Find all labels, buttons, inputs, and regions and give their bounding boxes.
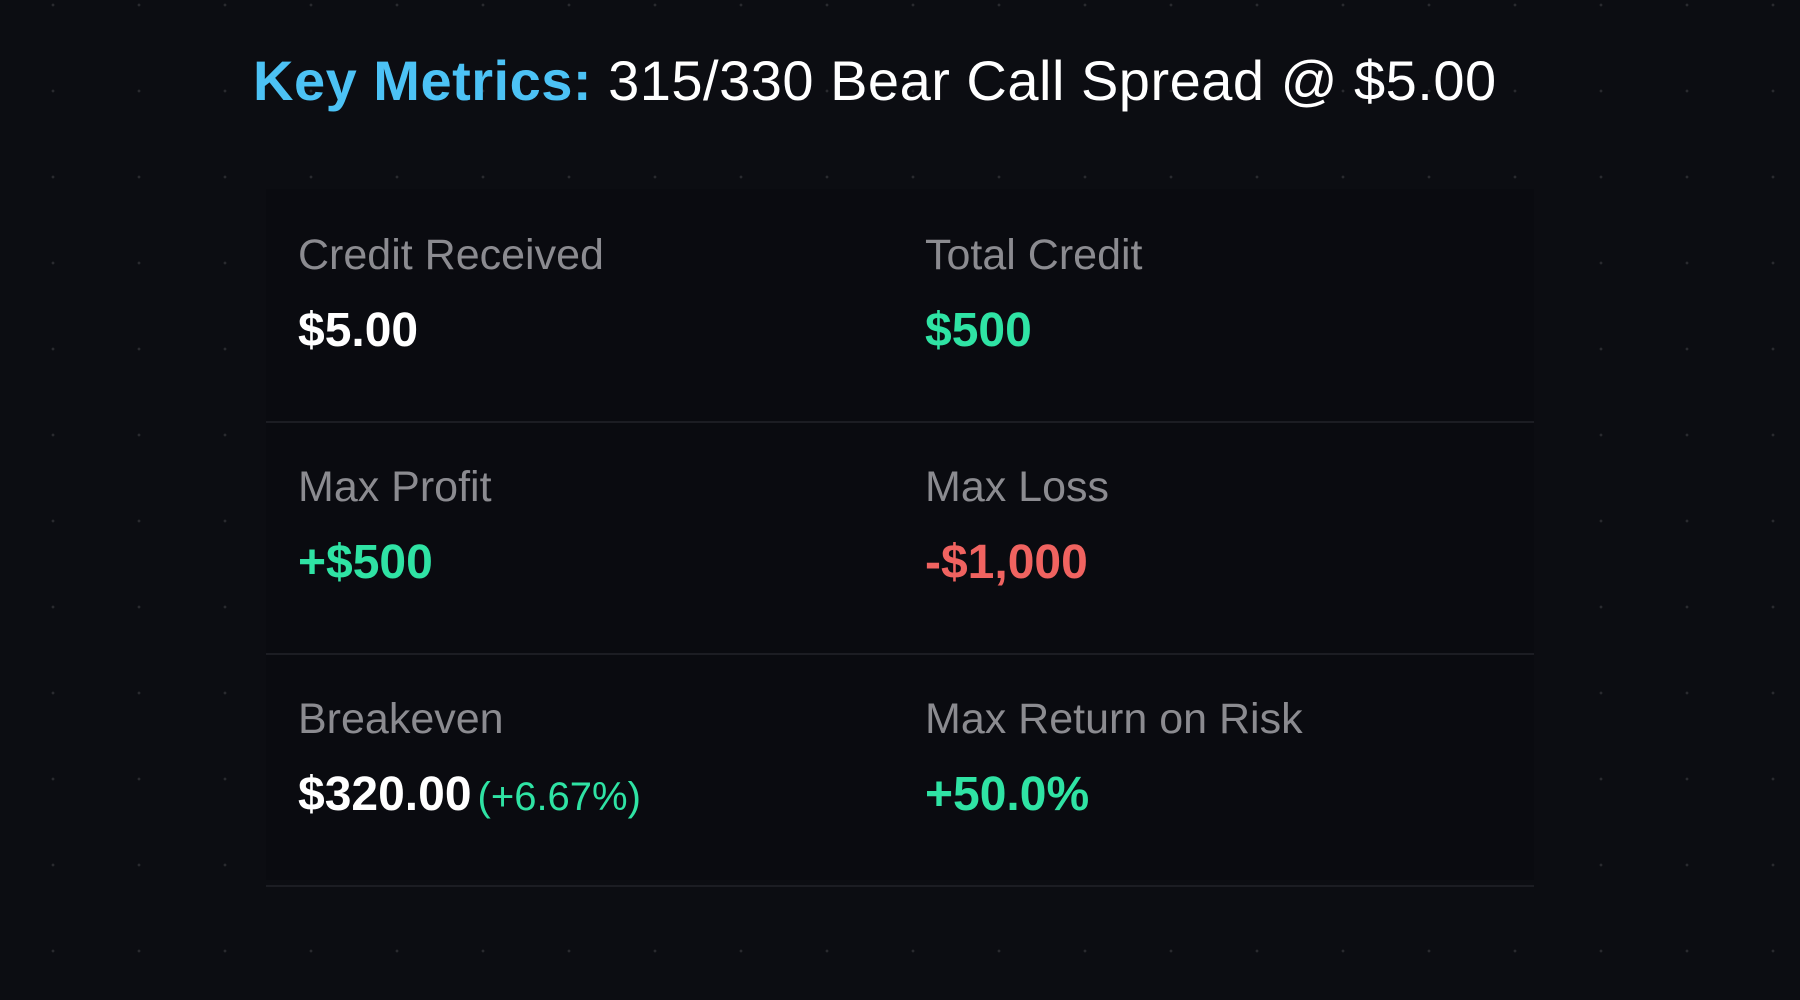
metric-label: Max Return on Risk bbox=[925, 695, 1303, 743]
metrics-row: Breakeven $320.00 (+6.67%) Max Return on … bbox=[266, 653, 1534, 887]
title-accent: Key Metrics: bbox=[253, 49, 593, 112]
metric-label: Credit Received bbox=[298, 231, 604, 279]
metrics-row: Credit Received $5.00 Total Credit $500 bbox=[266, 189, 1534, 423]
metrics-row: Max Profit +$500 Max Loss -$1,000 bbox=[266, 421, 1534, 655]
metric-value: $5.00 bbox=[298, 304, 419, 357]
metric-value-wrap: $320.00 (+6.67%) bbox=[298, 767, 641, 822]
metric-label: Total Credit bbox=[925, 231, 1143, 279]
metric-value: +50.0% bbox=[925, 768, 1090, 821]
metric-label: Breakeven bbox=[298, 695, 504, 743]
metric-label: Max Loss bbox=[925, 463, 1110, 511]
metric-value: $320.00 bbox=[298, 768, 472, 821]
metric-value: +$500 bbox=[298, 536, 433, 589]
metric-value: $500 bbox=[925, 304, 1032, 357]
metric-percent-change: (+6.67%) bbox=[477, 775, 641, 819]
metric-label: Max Profit bbox=[298, 463, 492, 511]
title-text: 315/330 Bear Call Spread @ $5.00 bbox=[608, 49, 1497, 112]
key-metrics-card: Credit Received $5.00 Total Credit $500 … bbox=[266, 189, 1534, 887]
page-title: Key Metrics: 315/330 Bear Call Spread @ … bbox=[253, 48, 1497, 113]
metric-value: -$1,000 bbox=[925, 536, 1088, 589]
